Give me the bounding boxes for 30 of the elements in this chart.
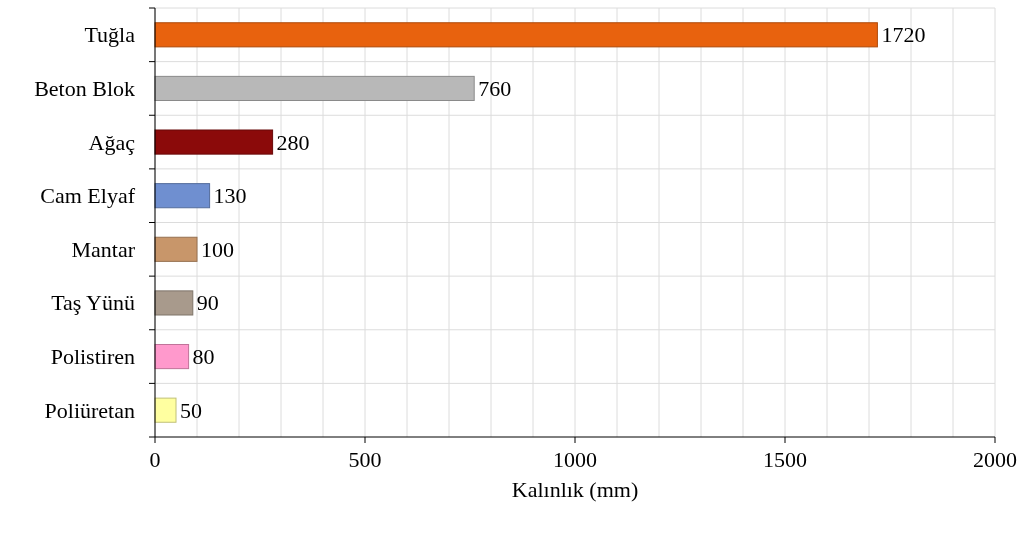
y-tick-label: Tuğla [84, 22, 136, 48]
bar [154, 22, 878, 48]
bar [154, 129, 274, 155]
bar [154, 344, 190, 370]
bar [154, 397, 177, 423]
x-axis-title: Kalınlık (mm) [511, 477, 639, 502]
y-tick-label: Beton Blok [34, 75, 135, 101]
bar [154, 183, 211, 209]
data-label: 130 [213, 183, 247, 209]
y-tick-label: Ağaç [88, 129, 136, 155]
x-tick-label: 1000 [553, 447, 597, 472]
x-tick-label: 500 [348, 447, 382, 472]
x-tick-label: 1500 [763, 447, 807, 472]
bar [154, 236, 198, 262]
y-tick-label: Polistiren [50, 344, 135, 370]
bar [154, 75, 475, 101]
data-label: 80 [192, 344, 215, 370]
x-tick-label: 0 [149, 447, 161, 472]
data-label: 760 [478, 75, 512, 101]
data-label: 1720 [881, 22, 926, 48]
y-tick-label: Mantar [71, 236, 136, 262]
data-label: 50 [180, 397, 202, 423]
data-label: 100 [201, 236, 234, 262]
y-tick-label: Taş Yünü [51, 290, 135, 316]
x-tick-label: 2000 [973, 447, 1017, 472]
y-tick-label: Cam Elyaf [40, 183, 136, 209]
y-tick-label: Poliüretan [44, 397, 135, 423]
bar [154, 290, 194, 316]
data-label: 90 [196, 290, 219, 316]
data-label: 280 [276, 129, 310, 155]
